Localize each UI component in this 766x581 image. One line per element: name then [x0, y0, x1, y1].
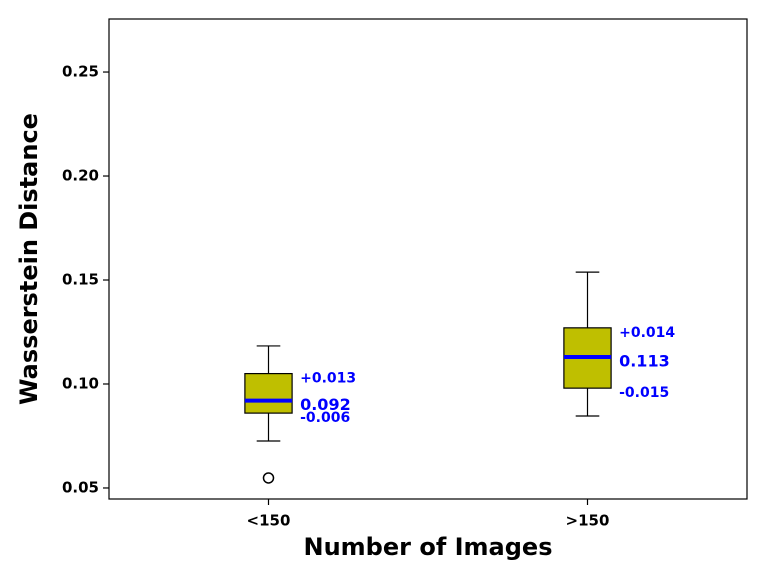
upper-label: +0.014: [619, 325, 675, 341]
outlier: [262, 472, 275, 484]
box: [244, 372, 293, 414]
lower-label: -0.015: [619, 385, 669, 401]
y-tick-label: 0.05: [62, 478, 99, 496]
x-axis-label: Number of Images: [304, 533, 553, 561]
x-tick-label: <150: [247, 512, 291, 530]
lower-label: -0.006: [300, 410, 350, 426]
plot-frame: [108, 18, 748, 500]
y-axis-label: Wasserstein Distance: [15, 113, 43, 405]
x-tick-label: >150: [566, 512, 610, 530]
y-tick-label: 0.10: [62, 374, 99, 392]
median-label: 0.113: [619, 351, 670, 370]
y-tick-label: 0.25: [62, 63, 99, 81]
median-label: 0.092: [300, 395, 351, 414]
y-tick-label: 0.20: [62, 167, 99, 185]
y-tick-label: 0.15: [62, 271, 99, 289]
upper-label: +0.013: [300, 371, 356, 387]
